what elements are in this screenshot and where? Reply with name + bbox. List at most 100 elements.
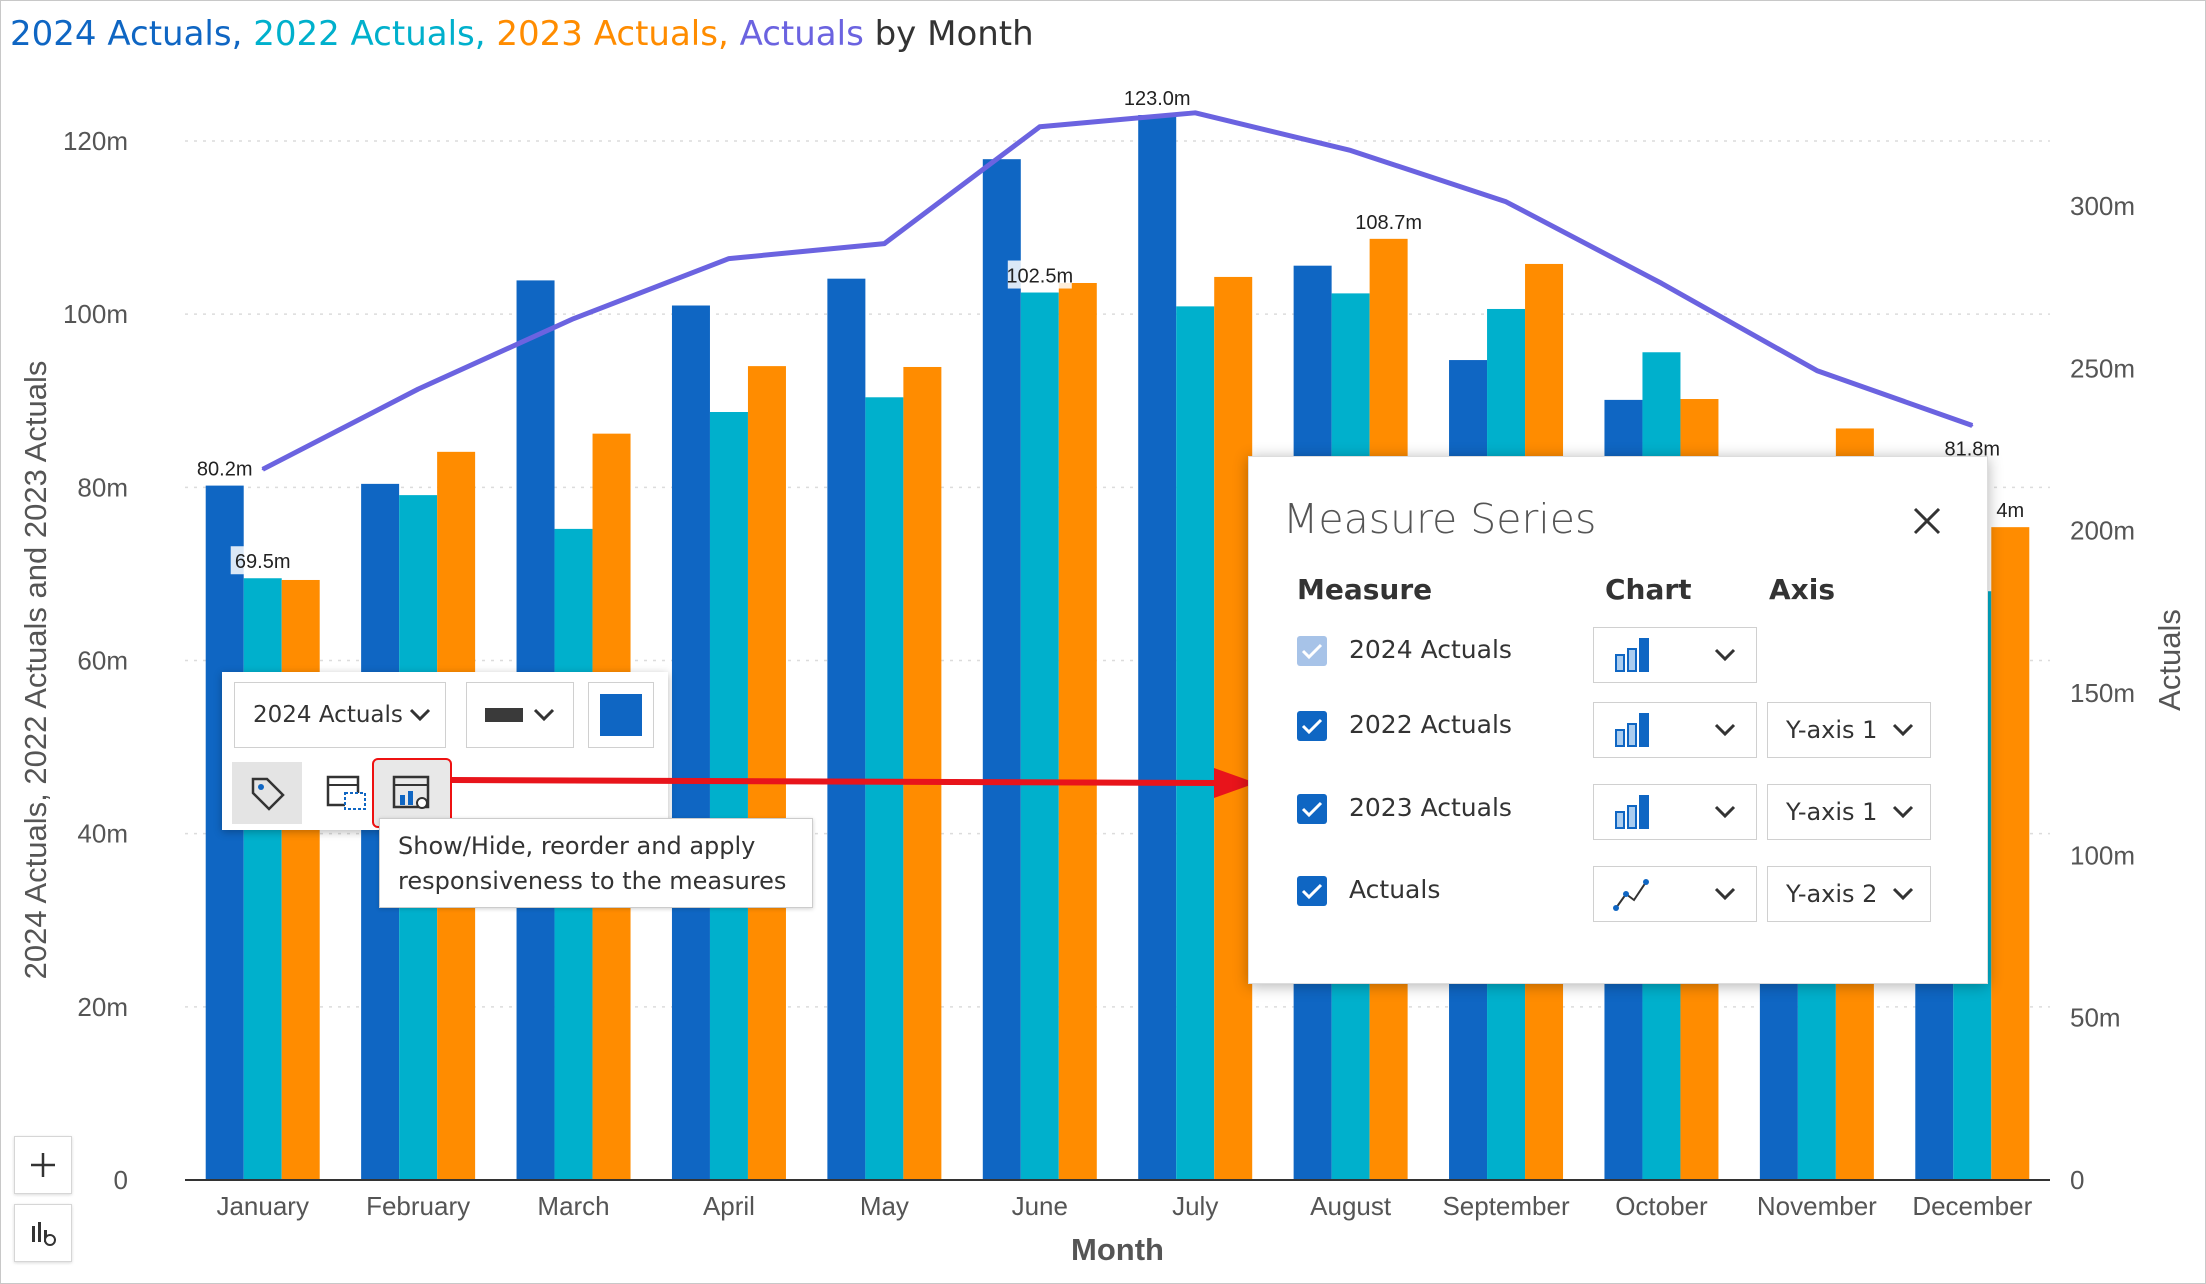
axis-select-2023[interactable]: Y-axis 1	[1767, 784, 1931, 840]
data-label: 108.7m	[1355, 212, 1422, 234]
bar-chart-icon	[1615, 638, 1649, 672]
measure-series-dialog: Measure Series Measure Chart Axis 2024 A…	[1248, 456, 1988, 984]
axis-select-value: Y-axis 1	[1786, 716, 1878, 744]
y2-tick-label: 150m	[2070, 678, 2135, 708]
x-tick-label: January	[216, 1191, 309, 1221]
chart-type-select-2022[interactable]	[1593, 702, 1757, 758]
chart-title: 2024 Actuals, 2022 Actuals, 2023 Actuals…	[10, 14, 1034, 54]
bar	[1138, 115, 1177, 1180]
y2-tick-label: 50m	[2070, 1003, 2121, 1033]
chevron-down-icon	[409, 708, 431, 722]
chart-settings-icon	[32, 1222, 56, 1246]
chevron-down-icon	[1714, 648, 1736, 662]
y-axis-title: 2024 Actuals, 2022 Actuals and 2023 Actu…	[18, 361, 53, 980]
row-label-2024-actuals: 2024 Actuals	[1349, 635, 1512, 664]
y2-tick-label: 200m	[2070, 516, 2135, 546]
y2-tick-label: 100m	[2070, 840, 2135, 870]
line-color-picker[interactable]	[466, 682, 574, 748]
check-icon	[1301, 643, 1323, 660]
bar	[1020, 292, 1059, 1180]
line-point	[261, 468, 264, 471]
chart-type-select-2023[interactable]	[1593, 784, 1757, 840]
chevron-down-icon	[1892, 723, 1914, 737]
tooltip-text: Show/Hide, reorder and apply responsiven…	[398, 832, 787, 895]
y-tick-label: 20m	[77, 992, 128, 1022]
toolbar-tooltip: Show/Hide, reorder and apply responsiven…	[379, 818, 813, 908]
y-tick-label: 0	[114, 1165, 128, 1195]
bar	[1176, 306, 1215, 1181]
table-chart-icon	[326, 775, 366, 810]
data-label-bg	[1125, 83, 1190, 112]
bar	[281, 579, 320, 1180]
axis-select-value: Y-axis 2	[1786, 880, 1878, 908]
bar-chart-icon	[1615, 795, 1649, 829]
chevron-down-icon	[1892, 887, 1914, 901]
line-point	[1971, 424, 1974, 427]
y2-tick-label: 300m	[2070, 191, 2135, 221]
bar	[1214, 276, 1253, 1181]
data-label: 123.0m	[1124, 88, 1191, 110]
plus-icon	[31, 1153, 55, 1177]
bar-chart-icon	[1615, 713, 1649, 747]
line-point	[1815, 369, 1818, 372]
bar	[903, 366, 942, 1180]
y-tick-label: 40m	[77, 819, 128, 849]
data-label: 81.8m	[1944, 438, 2000, 460]
checkbox-2024-actuals[interactable]	[1297, 636, 1327, 666]
line-point	[1660, 282, 1663, 285]
x-tick-label: June	[1012, 1191, 1068, 1221]
x-tick-label: July	[1172, 1191, 1218, 1221]
bar	[709, 412, 748, 1180]
chevron-down-icon	[1714, 887, 1736, 901]
chart-type-select-2024[interactable]	[1593, 627, 1757, 683]
title-part-by-month: by Month	[863, 14, 1034, 54]
data-label-bg	[230, 546, 295, 575]
axis-select-2022[interactable]: Y-axis 1	[1767, 702, 1931, 758]
line-chart-icon	[1613, 879, 1649, 911]
chevron-down-icon	[1892, 805, 1914, 819]
checkbox-2023-actuals[interactable]	[1297, 794, 1327, 824]
measure-select[interactable]: 2024 Actuals	[234, 682, 446, 748]
line-point	[727, 257, 730, 260]
data-label-bg	[1007, 260, 1072, 289]
x-tick-label: April	[703, 1191, 755, 1221]
chart-header: Chart	[1605, 573, 1692, 606]
bar	[865, 397, 904, 1181]
x-tick-label: August	[1310, 1191, 1392, 1221]
chevron-down-icon	[1714, 805, 1736, 819]
line-color-swatch	[485, 708, 523, 722]
check-icon	[1301, 718, 1323, 735]
series-toolbar: 2024 Actuals	[222, 672, 668, 830]
chart-type-select-actuals[interactable]	[1593, 866, 1757, 922]
bar	[243, 578, 282, 1180]
axis-select-value: Y-axis 1	[1786, 798, 1878, 826]
bar	[747, 366, 786, 1180]
line-point	[1194, 111, 1197, 114]
data-label: 4m	[1996, 500, 2024, 522]
line-point	[1349, 149, 1352, 152]
axis-select-actuals[interactable]: Y-axis 2	[1767, 866, 1931, 922]
chevron-down-icon	[1714, 723, 1736, 737]
bar	[671, 305, 710, 1181]
y-tick-label: 100m	[63, 299, 128, 329]
bar	[205, 485, 244, 1180]
y-tick-label: 80m	[77, 472, 128, 502]
x-tick-label: December	[1912, 1191, 2032, 1221]
close-button[interactable]	[1907, 501, 1947, 541]
add-button[interactable]	[14, 1136, 72, 1194]
line-point	[1038, 125, 1041, 128]
series-line	[261, 110, 1974, 472]
chart-settings-button[interactable]	[14, 1204, 72, 1262]
y-tick-label: 120m	[63, 126, 128, 156]
close-icon	[1913, 507, 1941, 535]
bar	[1991, 527, 2030, 1180]
data-labels-button[interactable]	[232, 762, 302, 824]
title-part-2022: 2022 Actuals,	[253, 14, 497, 54]
checkbox-actuals[interactable]	[1297, 876, 1327, 906]
x-tick-label: February	[366, 1191, 470, 1221]
checkbox-2022-actuals[interactable]	[1297, 711, 1327, 741]
x-axis-title: Month	[1071, 1232, 1164, 1267]
table-view-button[interactable]	[312, 762, 382, 824]
measure-select-value: 2024 Actuals	[253, 702, 403, 728]
fill-color-picker[interactable]	[588, 682, 654, 748]
